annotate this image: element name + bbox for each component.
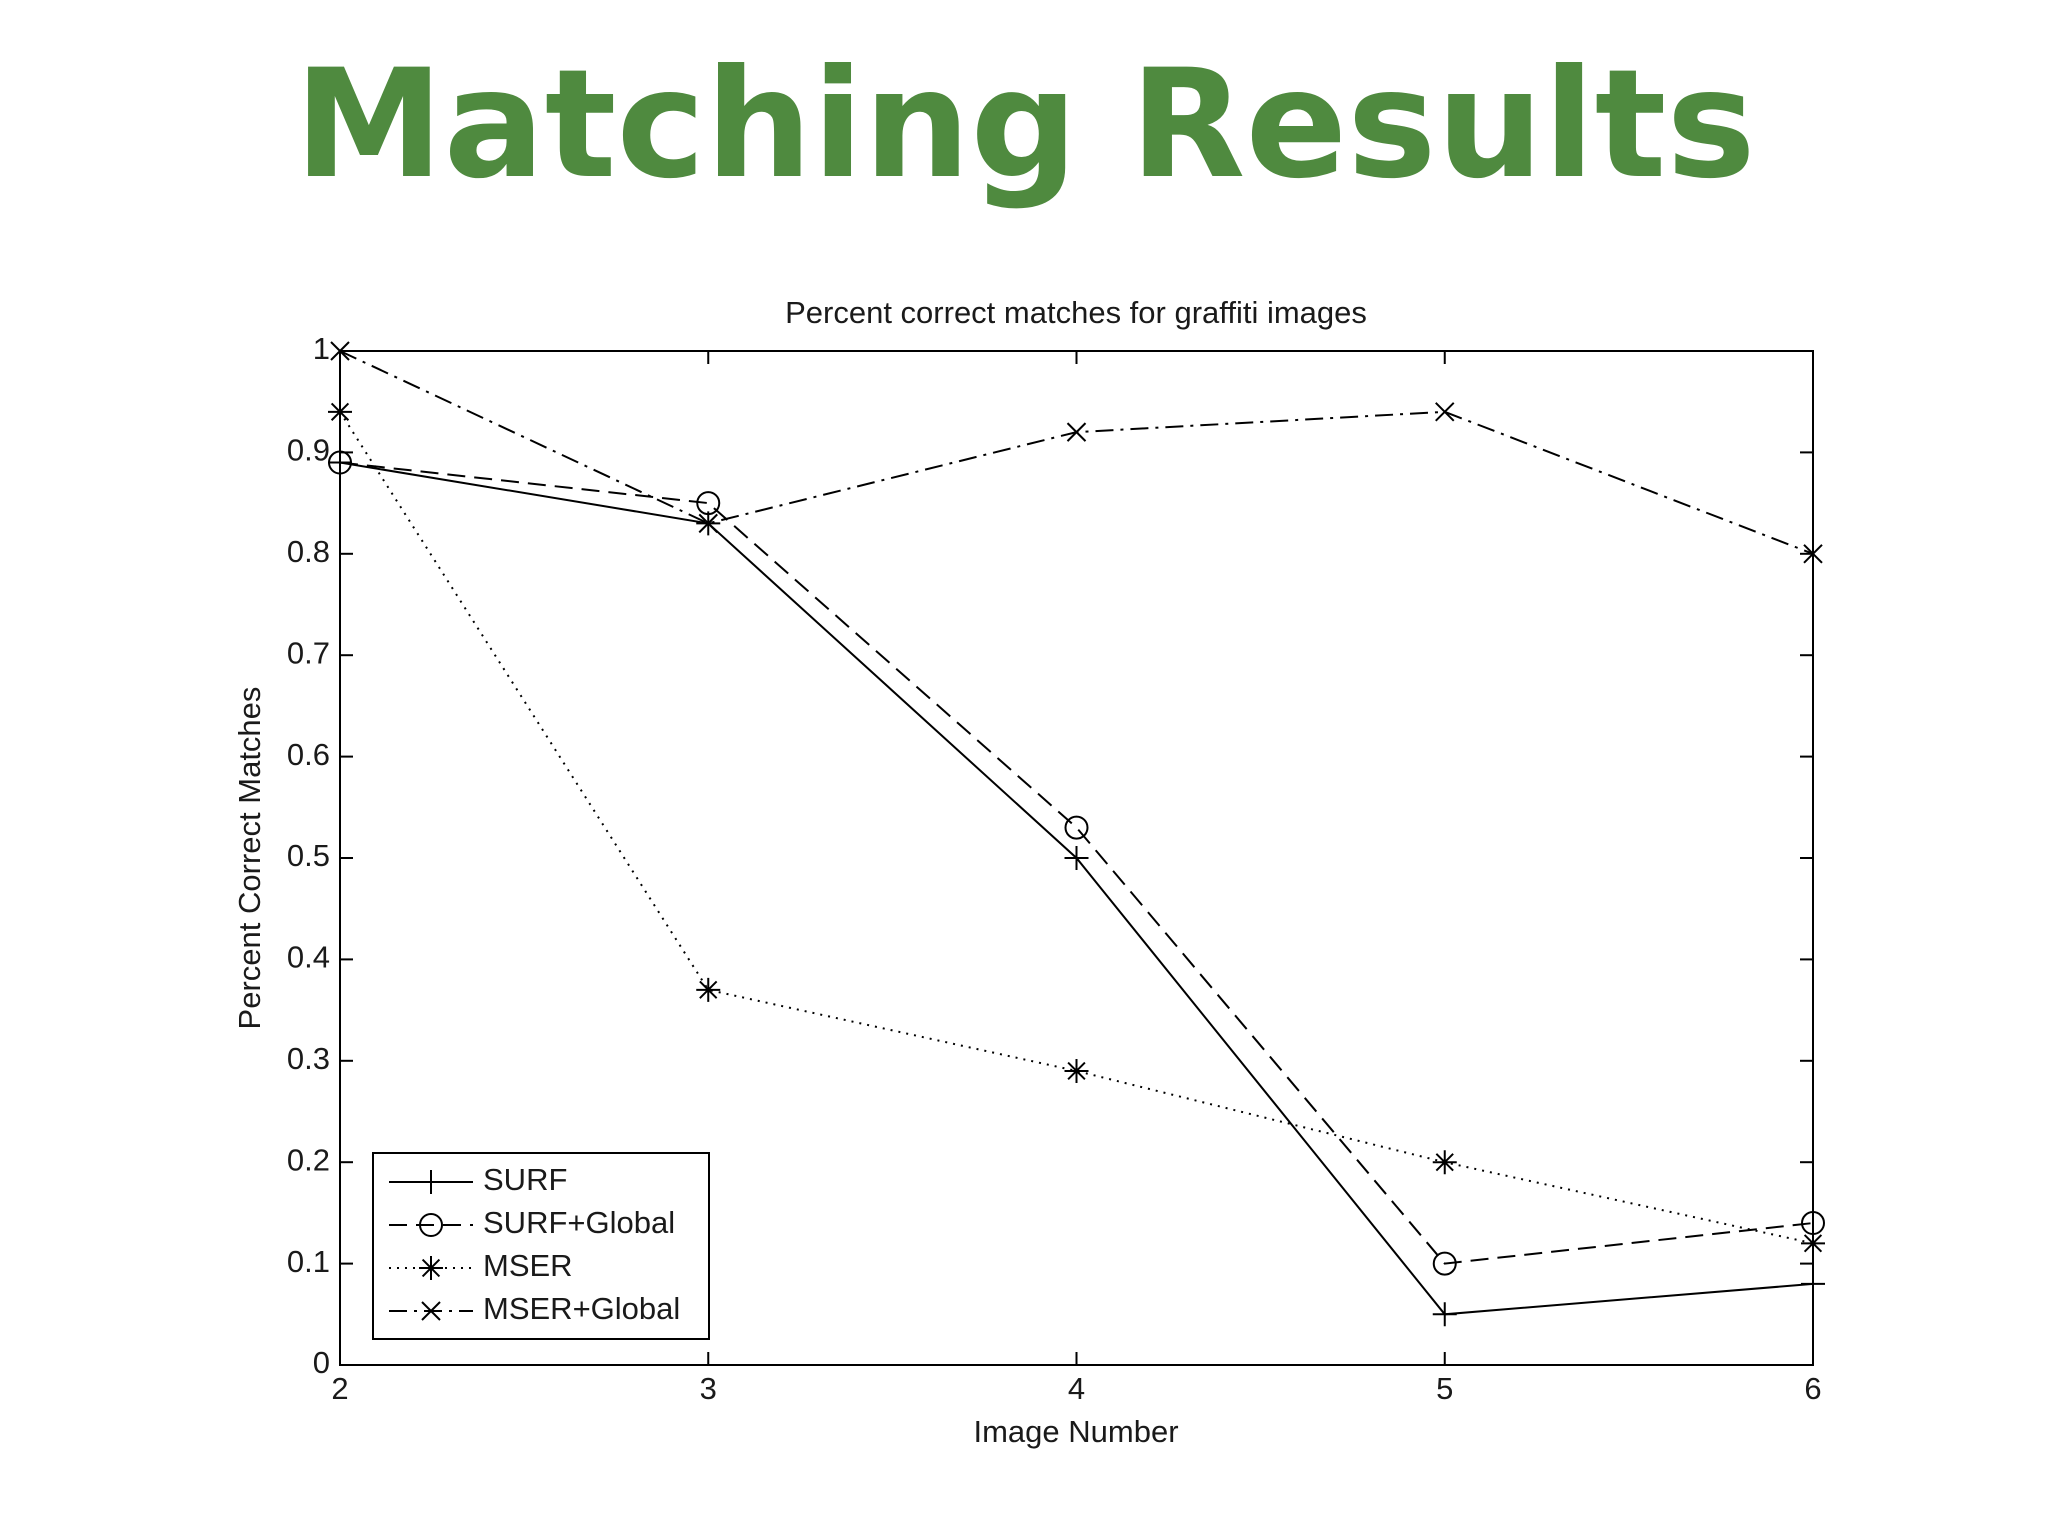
y-tick-label: 0.2 <box>287 1142 330 1177</box>
y-tick-label: 0.1 <box>287 1244 330 1279</box>
y-tick-label: 1 <box>313 331 330 366</box>
marker <box>696 491 721 516</box>
marker <box>1801 1231 1825 1256</box>
y-tick-label: 0.8 <box>287 534 330 569</box>
x-tick-label: 5 <box>1436 1371 1453 1406</box>
chart-title: Percent correct matches for graffiti ima… <box>785 295 1367 330</box>
y-tick-label: 0.3 <box>287 1041 330 1076</box>
legend: SURF SURF+Global MSER MSER+Global <box>372 1152 710 1340</box>
series-line <box>339 461 1814 1265</box>
y-axis-label: Percent Correct Matches <box>232 687 267 1030</box>
marker <box>1064 1058 1089 1083</box>
marker <box>1803 544 1823 564</box>
y-tick-label: 0.6 <box>287 737 330 772</box>
legend-label: MSER <box>483 1248 573 1283</box>
marker <box>328 450 352 475</box>
y-tick-label: 0.5 <box>287 838 330 873</box>
marker <box>1432 1302 1457 1327</box>
marker <box>419 1213 443 1237</box>
marker <box>696 977 721 1002</box>
y-tick-label: 0.7 <box>287 635 330 670</box>
legend-label: SURF <box>483 1162 567 1197</box>
marker <box>419 1256 443 1280</box>
series-line <box>339 350 1814 555</box>
slide-title: Matching Results <box>294 38 1755 212</box>
legend-label: SURF+Global <box>483 1205 675 1240</box>
marker <box>1064 846 1089 870</box>
marker <box>1432 1251 1457 1276</box>
marker <box>698 513 718 534</box>
marker <box>1064 815 1089 840</box>
marker <box>1432 1150 1457 1175</box>
marker <box>330 341 350 361</box>
marker <box>1435 402 1455 422</box>
x-axis-label: Image Number <box>973 1414 1178 1449</box>
legend-label: MSER+Global <box>483 1291 680 1326</box>
x-tick-label: 6 <box>1804 1371 1821 1406</box>
marker <box>1066 422 1087 442</box>
marker <box>328 399 352 424</box>
y-tick-label: 0.4 <box>287 940 330 975</box>
x-tick-label: 4 <box>1068 1371 1085 1406</box>
series-line <box>339 411 1814 1245</box>
y-tick-label: 0 <box>313 1345 330 1380</box>
marker <box>1801 1271 1825 1296</box>
y-tick-label: 0.9 <box>287 433 330 468</box>
x-tick-label: 3 <box>700 1371 717 1406</box>
marker <box>419 1170 443 1194</box>
x-tick-label: 2 <box>331 1371 348 1406</box>
marker <box>421 1301 441 1321</box>
